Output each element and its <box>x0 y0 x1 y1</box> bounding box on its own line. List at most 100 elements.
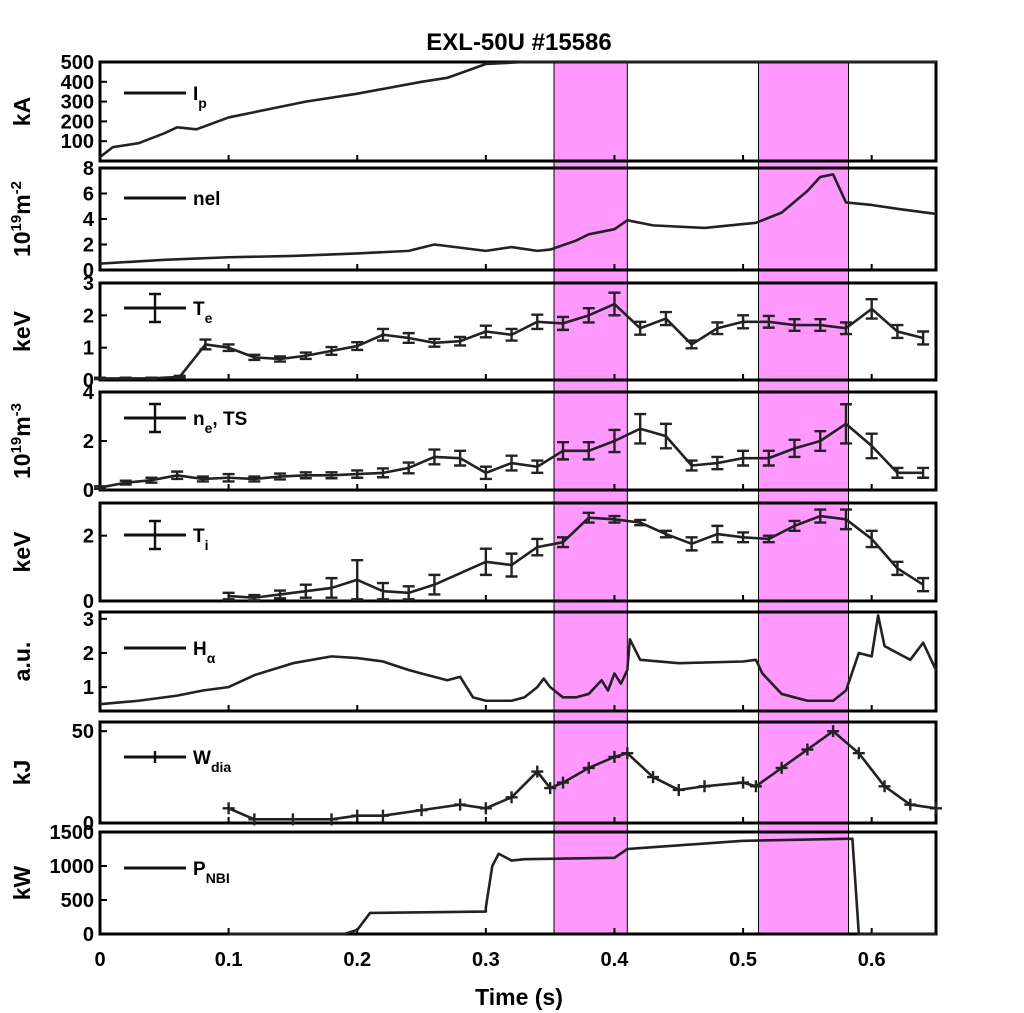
legend: Hα <box>124 639 216 666</box>
error-bar <box>119 479 132 486</box>
plus-marker <box>479 802 492 815</box>
error-bar <box>814 430 827 452</box>
x-tick-label: 0.6 <box>858 949 886 971</box>
error-bar <box>479 547 492 577</box>
legend: nel <box>124 189 220 210</box>
legend-label-sub: e <box>205 420 213 436</box>
error-bar <box>839 508 852 531</box>
legend: ne, TS <box>124 402 247 436</box>
y-tick-label: 6 <box>83 184 94 206</box>
error-bar <box>222 591 235 601</box>
plus-marker <box>775 761 788 774</box>
x-tick-label: 0.5 <box>729 949 757 971</box>
plus-marker <box>801 743 814 756</box>
plus-marker <box>749 780 762 793</box>
y-tick-label: 2 <box>83 235 94 257</box>
plus-marker <box>878 780 891 793</box>
error-bar <box>505 327 518 342</box>
legend-errorbar-marker <box>149 292 161 324</box>
y-tick-label: 0 <box>83 924 94 946</box>
error-bar <box>299 471 312 480</box>
x-tick-label: 0.1 <box>215 949 243 971</box>
error-bar <box>145 376 158 381</box>
y-axis-label-tail: m <box>9 416 35 436</box>
error-bar <box>865 297 878 320</box>
y-axis-label: kJ <box>9 760 35 786</box>
error-bar <box>557 315 570 332</box>
error-bar <box>222 472 235 483</box>
y-tick-label: 4 <box>83 209 95 231</box>
series-line <box>99 173 937 265</box>
plus-marker <box>904 798 917 811</box>
legend-label-tail: , TS <box>212 409 247 430</box>
error-bar <box>94 376 106 381</box>
error-bar <box>814 508 827 524</box>
panel-5: 0 2 keV Ti <box>9 501 938 613</box>
error-bar <box>634 518 647 527</box>
error-bar <box>711 321 724 336</box>
error-bar <box>865 529 878 549</box>
error-bar <box>248 593 261 602</box>
error-bar <box>505 552 518 578</box>
y-tick-label: 2 <box>83 305 94 327</box>
error-bar <box>891 323 904 340</box>
y-tick-label: 0 <box>83 813 94 835</box>
error-bar <box>762 449 775 467</box>
panel-frame <box>98 720 938 825</box>
error-bar <box>917 466 930 479</box>
error-bar <box>582 441 595 461</box>
y-tick-label: 100 <box>61 131 94 153</box>
y-axis-label: 1019m-3 <box>8 403 35 479</box>
series-line <box>228 837 936 936</box>
plus-marker <box>415 804 428 817</box>
panel-3: 0 1 2 3 keV Te <box>9 273 938 392</box>
error-bar <box>814 318 827 333</box>
error-bar <box>479 465 492 481</box>
plus-marker <box>376 809 389 822</box>
error-bar <box>531 459 544 475</box>
error-bar <box>659 529 672 539</box>
plus-marker <box>621 747 634 760</box>
error-bar <box>325 471 338 480</box>
error-bar <box>685 459 698 472</box>
plus-marker <box>827 725 840 738</box>
error-bar <box>737 531 750 544</box>
error-bar <box>557 441 570 461</box>
panel-frame <box>98 830 938 936</box>
plus-marker <box>454 798 467 811</box>
panel-frame <box>98 610 938 713</box>
y-tick-label: 3 <box>83 273 94 295</box>
error-bar <box>634 412 647 445</box>
y-tick-label: 0 <box>83 480 94 502</box>
legend-label-sub: NBI <box>206 870 230 886</box>
plus-marker <box>505 791 518 804</box>
error-bar <box>917 576 930 593</box>
legend: Te <box>124 292 213 326</box>
error-bar <box>299 351 312 361</box>
plus-marker <box>222 802 235 815</box>
error-bar <box>788 519 801 532</box>
error-bar <box>685 536 698 552</box>
error-bar <box>762 534 775 544</box>
y-tick-label: 1 <box>83 338 94 360</box>
error-bar <box>274 589 287 600</box>
error-bar <box>865 432 878 460</box>
y-tick-label: 3 <box>83 609 94 631</box>
y-axis-label-tail-sup: -3 <box>8 403 25 416</box>
error-bar <box>917 330 930 346</box>
legend-label-sub: p <box>198 95 207 111</box>
y-axis-label: 1019m-2 <box>8 181 35 257</box>
legend-label: Wdia <box>193 748 231 775</box>
error-bar <box>531 313 544 331</box>
y-tick-label: 50 <box>72 721 94 743</box>
error-bar <box>171 470 184 481</box>
plus-marker <box>608 750 621 763</box>
error-bar <box>274 472 287 481</box>
legend-label-sub: α <box>207 650 216 666</box>
error-bar <box>199 338 212 351</box>
error-bar <box>711 524 724 544</box>
plus-marker <box>557 776 570 789</box>
plus-marker <box>672 783 685 796</box>
legend-label: Ti <box>193 526 209 553</box>
legend: Ip <box>124 84 207 111</box>
